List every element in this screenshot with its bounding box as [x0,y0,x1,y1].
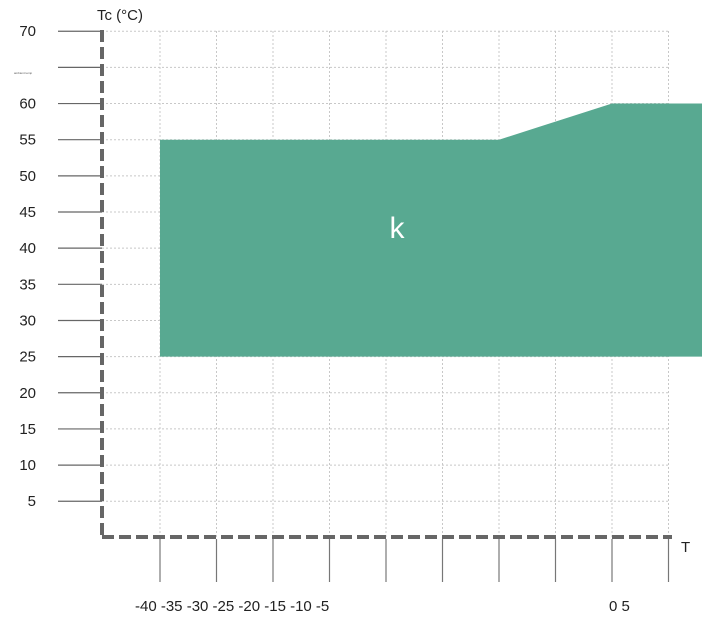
region-label: k [390,212,406,245]
y-tick-label: 50 [19,168,36,185]
y-tick-label: 20 [19,385,36,402]
y-tick-label: 30 [19,312,36,329]
plot-area: k [160,103,702,357]
y-tick-label: 10 [19,457,36,474]
x-tick-labels-left: -40 -35 -30 -25 -20 -15 -10 -5 [135,598,329,615]
y-tick-label: 40 [19,240,36,257]
y-tick-label: 25 [19,349,36,366]
x-axis: -40 -35 -30 -25 -20 -15 -10 -5 0 5 [135,539,670,615]
y-tick-label: 60 [19,96,36,113]
tiny-annotation: ambient temp [14,71,33,75]
region-k [160,103,702,357]
x-tick-labels-right: 0 5 [609,598,630,615]
y-tick-label: 45 [19,204,36,221]
y-tick-label: 70 [19,23,36,40]
y-axis: 70 60 55 50 45 40 35 30 25 20 15 10 5 [19,23,102,510]
y-tick-label: 5 [28,493,36,510]
x-axis-title: T [681,539,690,556]
y-tick-label: 35 [19,276,36,293]
axes [100,30,672,539]
y-axis-title: Tc (°C) [97,7,143,24]
y-tick-label: 15 [19,421,36,438]
y-tick-label: 55 [19,132,36,149]
